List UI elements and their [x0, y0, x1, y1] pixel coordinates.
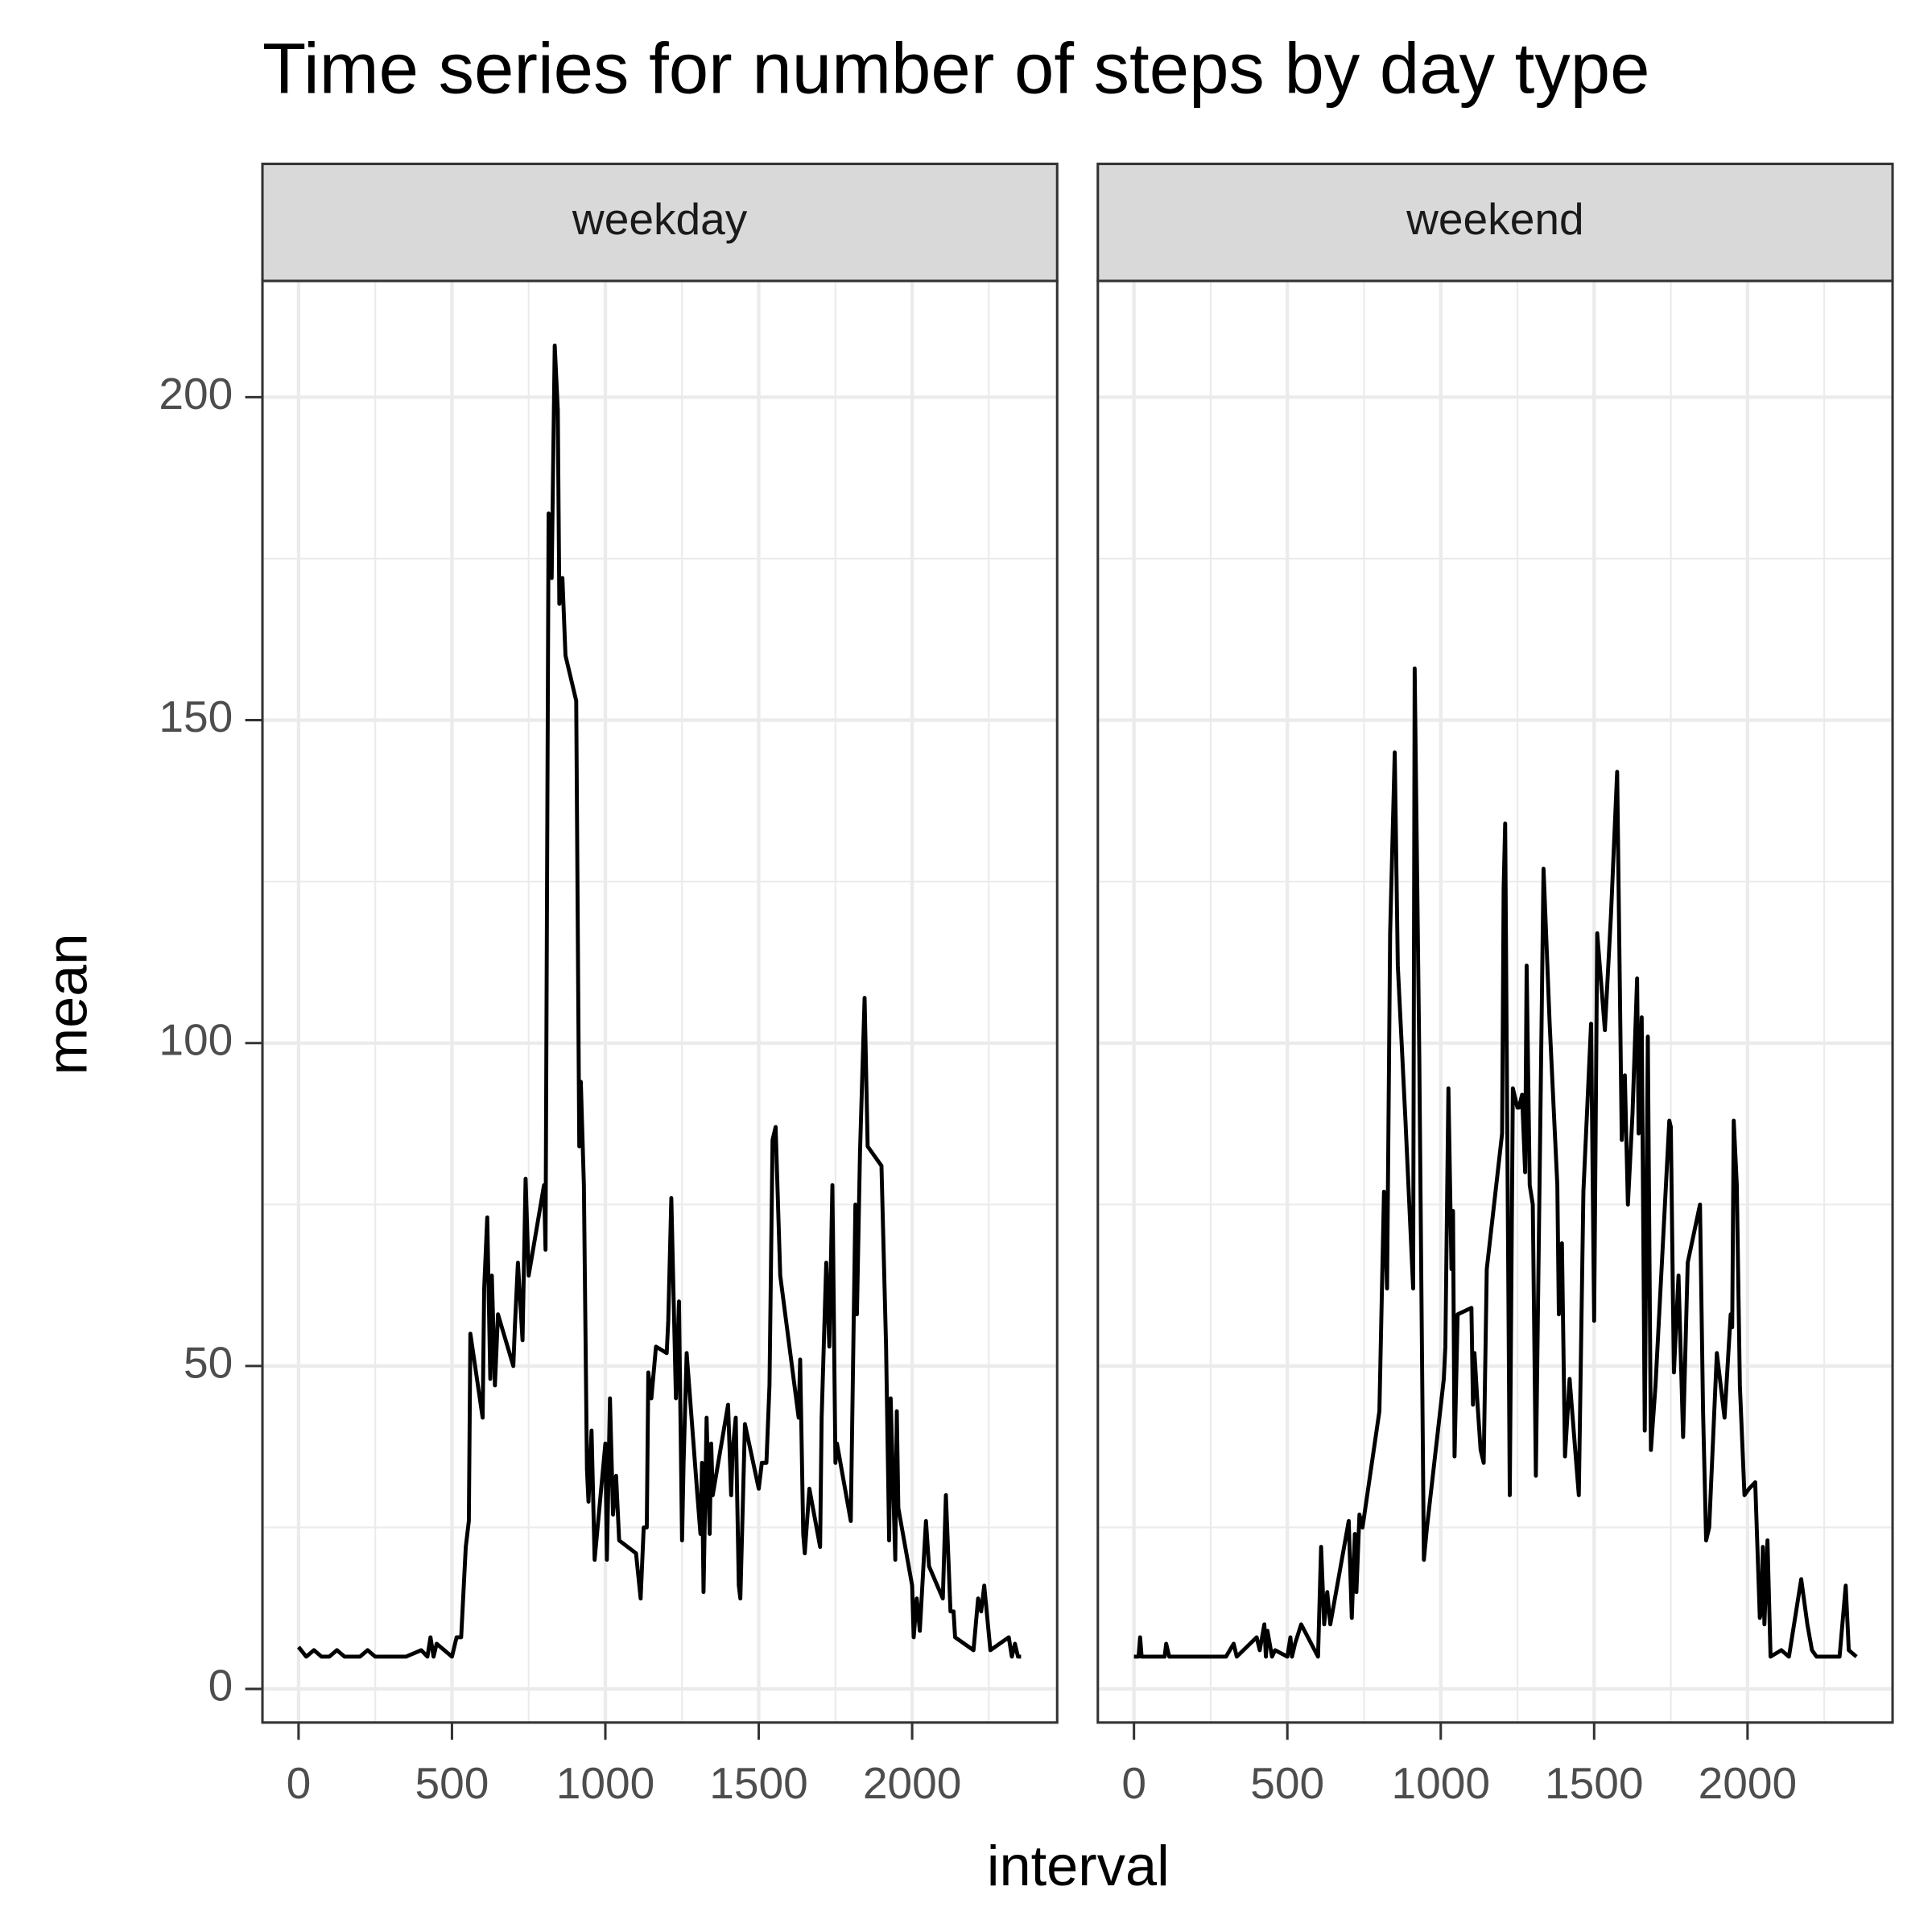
line — [1133, 666, 1858, 1659]
x-tick-label: 1000 — [556, 1758, 655, 1808]
panel-background — [262, 280, 1058, 1723]
x-tick-label: 2000 — [863, 1758, 962, 1808]
x-tick-label: 2000 — [1699, 1758, 1798, 1808]
x-tick-label: 1500 — [709, 1758, 808, 1808]
facet-label: weekday — [572, 194, 748, 244]
panel-background — [1097, 280, 1893, 1723]
y-tick-label: 0 — [208, 1661, 233, 1711]
y-tick-label: 200 — [159, 369, 233, 419]
x-tick-label: 500 — [415, 1758, 489, 1808]
facet-strip — [1096, 163, 1894, 283]
x-tick-label: 0 — [1121, 1758, 1146, 1808]
x-tick-label: 1500 — [1545, 1758, 1644, 1808]
y-axis-title: mean — [35, 933, 98, 1075]
chart-title: Time series for number of steps by day t… — [262, 28, 1649, 108]
line — [296, 343, 1022, 1659]
facet-label: weekend — [1406, 194, 1584, 244]
y-tick-label: 100 — [159, 1014, 233, 1064]
y-tick-label: 50 — [184, 1337, 233, 1387]
facet-strip — [261, 163, 1059, 283]
y-tick-label: 150 — [159, 691, 233, 741]
x-tick-label: 1000 — [1391, 1758, 1490, 1808]
x-tick-label: 500 — [1250, 1758, 1324, 1808]
x-axis-title: interval — [987, 1834, 1170, 1897]
x-tick-label: 0 — [287, 1758, 312, 1808]
